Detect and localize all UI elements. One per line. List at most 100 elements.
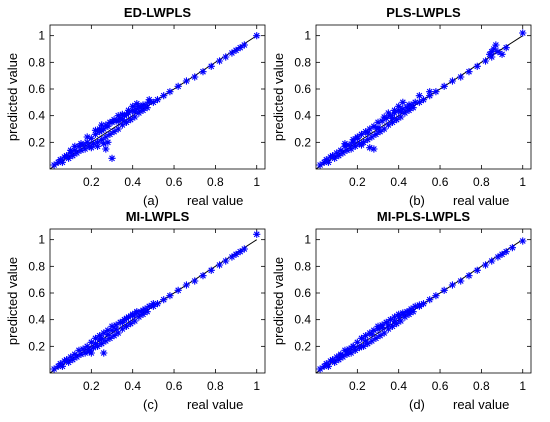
data-point [374,325,382,333]
y-tick-label: 0.6 [28,82,45,96]
data-point [351,346,359,354]
data-point [135,102,143,110]
data-point [341,140,349,148]
data-point [397,108,405,116]
plot-frame [315,24,532,170]
x-tick-label: 1 [253,175,260,189]
data-point [236,248,244,256]
data-point [145,96,153,104]
data-point [91,340,100,348]
data-point [508,244,516,252]
y-axis-label: predicted value [5,53,20,141]
data-point [345,141,353,149]
data-point [122,314,131,322]
y-tick-label: 0.4 [294,313,311,327]
data-point [118,318,126,326]
data-point [374,125,382,133]
data-point [129,102,137,110]
data-point [492,41,500,49]
data-point [415,98,423,106]
x-tick-label: 0.2 [83,379,100,393]
data-point [388,114,397,122]
data-point [93,138,102,146]
data-point [83,133,91,141]
data-point [388,118,397,126]
data-point [75,346,83,354]
data-point [182,77,191,85]
data-point [465,272,473,280]
data-point [409,104,417,112]
data-point [87,134,95,142]
data-point [69,356,77,364]
data-point [114,125,122,133]
panel-title: MI-PLS-LWPLS [377,209,470,224]
y-tick-label: 0.8 [28,55,45,69]
data-point [106,118,114,126]
panel-label: (c) [143,397,158,412]
y-tick-label: 0.2 [28,135,45,149]
data-point [353,133,361,141]
data-point [384,109,392,117]
plot-frame [49,228,266,374]
data-point [228,253,236,261]
data-point [397,113,405,121]
data-point [426,92,434,100]
plot-frame [49,24,266,170]
data-point [139,106,147,114]
data-point [114,112,122,120]
data-point [390,317,399,325]
data-point [347,145,355,153]
data-point [110,128,118,136]
data-point [457,277,465,285]
data-point [366,125,374,133]
plot-frame [315,228,532,374]
data-point [102,145,110,153]
data-point [236,44,244,52]
data-point [100,140,108,148]
y-tick-label: 0.2 [28,339,45,353]
data-point [160,92,168,100]
data-point [488,257,496,265]
data-point [108,326,116,334]
data-point [207,62,215,70]
data-point [494,48,502,56]
x-axis-label: real value [187,397,243,412]
y-tick-label: 0.4 [28,313,45,327]
data-point [65,358,73,366]
data-point [380,113,388,121]
data-point [149,98,157,106]
data-point [145,302,153,310]
y-tick-label: 0.8 [294,259,311,273]
panel-label: (d) [409,397,425,412]
data-point [380,329,388,337]
data-point [149,300,157,308]
data-point [380,125,388,133]
data-point [253,230,261,238]
data-point [139,310,147,318]
data-point [331,358,339,366]
data-point [374,118,382,126]
data-point [347,349,355,357]
data-point [240,41,248,49]
data-point [143,104,151,112]
data-point [349,342,357,350]
data-point [110,116,118,124]
data-point [339,149,347,157]
data-point [160,296,168,304]
data-point [366,144,374,152]
data-point [58,158,67,166]
x-tick-label: 0.2 [349,175,366,189]
data-point [102,337,110,345]
data-point [215,57,224,65]
data-point [519,237,527,245]
data-point [368,330,376,338]
data-point [81,349,89,357]
panel-label: (a) [143,193,159,208]
data-point [498,50,506,58]
y-tick-label: 0.2 [294,135,311,149]
data-point [378,324,386,332]
data-point [131,113,139,121]
data-point [324,158,333,166]
data-point [316,161,324,169]
